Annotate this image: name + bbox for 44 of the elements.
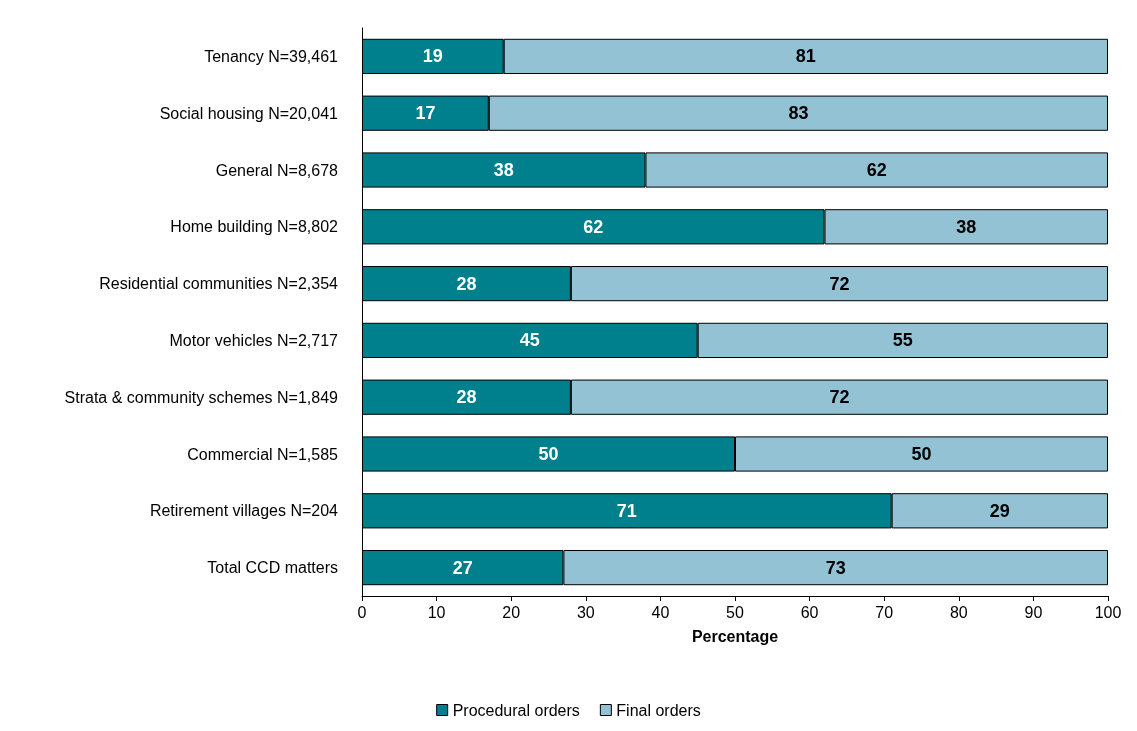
data-label: 81 — [795, 46, 816, 67]
x-tick-label: 70 — [875, 603, 894, 621]
y-tick-label: Motor vehicles N=2,717 — [169, 331, 339, 349]
data-label: 50 — [911, 444, 932, 464]
data-label: 45 — [519, 330, 540, 351]
y-tick-label: General N=8,678 — [215, 161, 339, 179]
x-tick-label: 10 — [427, 603, 446, 621]
y-tick-label: Home building N=8,802 — [170, 218, 339, 236]
data-label: 28 — [456, 387, 477, 408]
data-label: 62 — [866, 160, 887, 180]
x-axis-title: Percentage — [691, 627, 779, 645]
data-label: 62 — [583, 216, 604, 237]
legend-label: Procedural orders — [452, 701, 580, 719]
legend-label: Final orders — [616, 701, 701, 719]
data-label: 38 — [493, 160, 514, 180]
data-label: 28 — [456, 273, 477, 294]
y-tick-label: Commercial N=1,585 — [187, 445, 339, 463]
y-tick-label: Residential communities N=2,354 — [99, 275, 339, 293]
data-label: 38 — [956, 216, 977, 237]
data-label: 27 — [452, 557, 473, 578]
x-tick-label: 60 — [800, 603, 819, 621]
x-tick-label: 30 — [576, 603, 595, 621]
data-label: 29 — [989, 500, 1010, 521]
data-label: 19 — [422, 46, 443, 67]
data-label: 72 — [829, 387, 850, 408]
y-tick-label: Total CCD matters — [207, 559, 338, 577]
data-label: 72 — [829, 273, 850, 294]
y-tick-label: Strata & community schemes N=1,849 — [64, 388, 339, 406]
x-tick-label: 90 — [1024, 603, 1043, 621]
x-tick-label: 100 — [1094, 603, 1122, 621]
data-label: 73 — [825, 557, 846, 578]
x-tick-label: 40 — [651, 603, 670, 621]
y-tick-label: Retirement villages N=204 — [149, 502, 339, 520]
x-tick-label: 50 — [726, 603, 744, 621]
data-label: 83 — [788, 103, 809, 124]
data-label: 17 — [415, 103, 436, 124]
data-label: 55 — [892, 330, 913, 351]
data-label: 50 — [538, 444, 559, 464]
x-tick-label: 0 — [357, 603, 367, 621]
x-tick-label: 80 — [949, 603, 968, 621]
x-tick-label: 20 — [502, 603, 521, 621]
y-tick-label: Social housing N=20,041 — [159, 104, 339, 122]
data-label: 71 — [616, 500, 637, 521]
y-tick-label: Tenancy N=39,461 — [204, 47, 339, 65]
